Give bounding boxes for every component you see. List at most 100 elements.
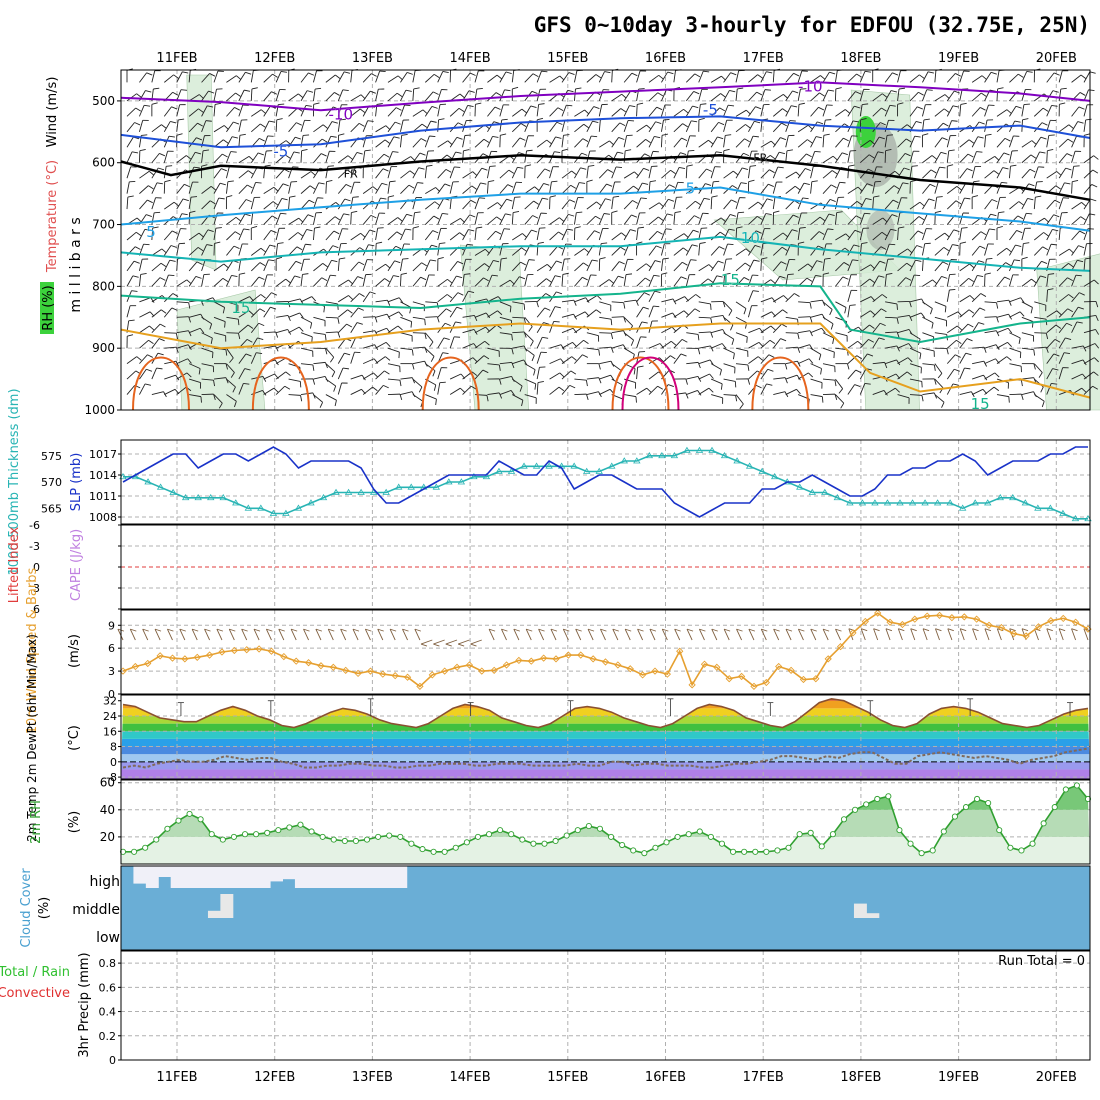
wind-barb — [1071, 74, 1087, 83]
wind-barb — [909, 74, 925, 83]
cloud-cover-units: (%) — [37, 897, 52, 920]
wind-barb — [835, 181, 846, 194]
temp-tick-label: 16 — [103, 725, 117, 738]
wind-10m-axis-title: 10m Wind Speed & Barbs — [25, 568, 40, 735]
wind-barb — [822, 316, 834, 330]
wind-barb — [511, 181, 523, 194]
wind-barb — [350, 374, 366, 381]
wind-barb — [474, 355, 490, 364]
wind-barb — [375, 70, 386, 83]
wind-barb — [921, 133, 929, 148]
wind-barb — [362, 259, 374, 272]
wind-barb — [487, 363, 501, 371]
wind-barb — [760, 297, 776, 303]
wind-barb — [313, 394, 324, 408]
wind-barb — [126, 180, 136, 194]
wind-barb — [213, 301, 226, 314]
wind-barb — [1046, 324, 1062, 334]
wind-barb — [201, 332, 213, 344]
wind-barb — [623, 149, 632, 163]
thickness-line-marker — [1021, 499, 1030, 506]
wind-barb — [946, 149, 955, 163]
wind-barb — [959, 309, 975, 318]
wind-barb — [996, 327, 1013, 334]
wind-barb — [772, 323, 788, 334]
wind-barb — [412, 138, 427, 148]
wind-barb — [884, 199, 899, 210]
wind-barb — [226, 378, 236, 393]
wind-barb — [325, 331, 341, 338]
rh-2m-line-marker — [275, 827, 282, 834]
wind-barb — [1009, 201, 1024, 210]
wind-barb — [151, 182, 163, 194]
date-label-top: 12FEB — [254, 51, 295, 66]
wind-barb — [586, 259, 598, 272]
wind-barb — [909, 230, 924, 241]
wind-barb — [623, 273, 633, 287]
wind-barb — [909, 150, 920, 163]
rh-2m-line-marker — [1084, 795, 1092, 803]
wind-barb — [984, 155, 1000, 164]
wind-10m-barb — [935, 628, 942, 641]
wind-barb — [238, 243, 249, 256]
wind-barb — [201, 393, 216, 400]
rh-2m-line-marker — [186, 810, 193, 817]
wind-barb — [785, 214, 799, 225]
middle-cloud-cell — [853, 903, 867, 918]
wind-speed-line-marker — [626, 665, 634, 673]
date-label-top: 18FEB — [840, 51, 881, 66]
isotherm-label: 15 — [721, 271, 740, 289]
wind-barb — [897, 300, 912, 308]
wind-barb — [462, 171, 478, 179]
wind-speed-line-marker — [700, 660, 709, 668]
wind-barb — [661, 213, 674, 225]
wind-speed-line-marker — [329, 663, 337, 671]
wind-barb — [1021, 242, 1030, 256]
wind-10m-barb — [420, 639, 433, 647]
thickness-line-marker — [445, 478, 453, 485]
wind-barb — [971, 245, 986, 256]
wind-barb — [437, 89, 448, 102]
wind-barb — [487, 106, 501, 117]
wind-10m-barb — [204, 628, 211, 641]
wind-barb — [673, 123, 688, 133]
wind-barb — [325, 92, 340, 102]
wind-barb — [188, 151, 202, 163]
wind-barb — [176, 118, 185, 132]
wind-barb — [872, 195, 880, 210]
wind-barb — [424, 259, 437, 272]
wind-barb — [673, 137, 688, 148]
wind-barb — [387, 378, 402, 387]
wind-barb — [996, 394, 1010, 403]
wind-barb — [872, 122, 886, 133]
wind-barb — [797, 70, 808, 83]
wind-barb — [362, 273, 372, 287]
wind-barb — [611, 108, 626, 117]
wind-barb — [424, 164, 433, 179]
wind-barb — [1071, 165, 1080, 179]
wind-10m-barb — [723, 628, 731, 641]
wind-barb — [375, 370, 390, 380]
rh-2m-line-marker — [352, 837, 359, 845]
high-cloud-cell — [245, 866, 259, 888]
wind-barb — [524, 164, 532, 179]
wind-barb — [760, 89, 771, 102]
wind-barb — [474, 312, 491, 319]
thickness-line-marker — [896, 499, 904, 506]
temp-tick-label: 24 — [103, 710, 117, 723]
wind-barb — [163, 120, 177, 133]
wind-barb — [213, 70, 224, 83]
wind-barb — [835, 109, 851, 117]
wind-barb — [573, 226, 581, 241]
wind-barb — [462, 105, 474, 117]
wind-barb — [1046, 134, 1055, 148]
wind-barb — [673, 392, 689, 399]
wind-barb — [810, 260, 823, 272]
wind-barb — [238, 213, 251, 225]
wind-barb — [288, 378, 302, 388]
wind-barb — [723, 170, 739, 179]
wind-barb — [176, 372, 192, 380]
wind-barb — [424, 274, 435, 287]
wind-barb — [561, 272, 569, 287]
rh-2m-line-marker — [164, 825, 171, 832]
